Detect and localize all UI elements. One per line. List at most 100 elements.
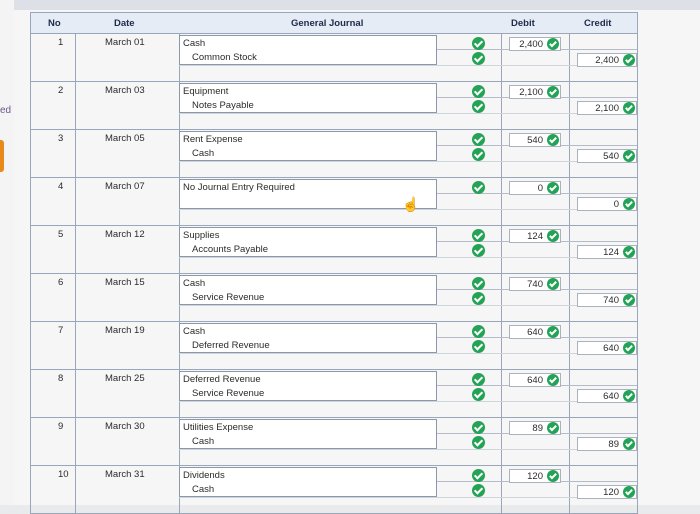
debit-input[interactable]: 2,100 (509, 85, 561, 99)
check-circle-icon (623, 198, 635, 210)
debit-input[interactable]: 89 (509, 421, 561, 435)
account-input[interactable]: Rent Expense Cash (179, 131, 437, 161)
credit-account: Cash (192, 484, 215, 495)
debit-account: Utilities Expense (183, 422, 254, 433)
entry-date: March 30 (105, 421, 145, 432)
debit-input[interactable]: 124 (509, 229, 561, 243)
account-checks (472, 469, 486, 499)
account-input[interactable]: No Journal Entry Required (179, 179, 437, 209)
debit-input[interactable]: 2,400 (509, 37, 561, 51)
table-row: 3 March 05 Rent Expense Cash 540 540 (30, 130, 638, 178)
account-input[interactable]: Equipment Notes Payable (179, 83, 437, 113)
entry-number: 3 (58, 133, 64, 144)
table-row: 1 March 01 Cash Common Stock 2,400 2,400 (30, 34, 638, 82)
debit-amount: 540 (527, 135, 543, 146)
journal-sheet: No Date General Journal Debit Credit 1 Ma… (14, 0, 700, 514)
check-circle-icon (623, 438, 635, 450)
account-input[interactable]: Utilities Expense Cash (179, 419, 437, 449)
check-circle-icon (547, 230, 559, 242)
table-header: No Date General Journal Debit Credit (30, 12, 638, 34)
account-input[interactable]: Deferred Revenue Service Revenue (179, 371, 437, 401)
check-circle-icon (623, 150, 635, 162)
sidebar-fragment-text: ed (0, 105, 12, 116)
check-circle-icon (472, 292, 485, 305)
check-circle-icon (623, 246, 635, 258)
account-input[interactable]: Cash Deferred Revenue (179, 323, 437, 353)
entry-date: March 07 (105, 181, 145, 192)
table-row: 4 March 07 No Journal Entry Required 0 0 (30, 178, 638, 226)
credit-input[interactable]: 120 (577, 485, 637, 499)
account-checks (472, 421, 486, 451)
header-credit: Credit (584, 18, 612, 29)
credit-amount: 124 (603, 247, 619, 258)
credit-input[interactable]: 0 (577, 197, 637, 211)
credit-amount: 2,400 (595, 55, 619, 66)
check-circle-icon (472, 229, 485, 242)
table-row: 9 March 30 Utilities Expense Cash 89 89 (30, 418, 638, 466)
check-circle-icon (547, 134, 559, 146)
entry-date: March 19 (105, 325, 145, 336)
debit-account: Cash (183, 278, 206, 289)
check-circle-icon (472, 148, 485, 161)
debit-input[interactable]: 640 (509, 325, 561, 339)
account-input[interactable]: Dividends Cash (179, 467, 437, 497)
check-circle-icon (547, 470, 559, 482)
entry-date: March 31 (105, 469, 145, 480)
entry-number: 2 (58, 85, 64, 96)
debit-amount: 2,100 (519, 87, 543, 98)
entry-number: 6 (58, 277, 64, 288)
credit-input[interactable]: 740 (577, 293, 637, 307)
debit-amount: 640 (527, 375, 543, 386)
check-circle-icon (547, 374, 559, 386)
table-row: 5 March 12 Supplies Accounts Payable 124 124 (30, 226, 638, 274)
debit-amount: 2,400 (519, 39, 543, 50)
debit-amount: 740 (527, 279, 543, 290)
debit-input[interactable]: 640 (509, 373, 561, 387)
debit-amount: 89 (532, 423, 543, 434)
left-sidebar-strip: ed (0, 0, 14, 505)
credit-input[interactable]: 2,100 (577, 101, 637, 115)
debit-account: No Journal Entry Required (183, 182, 295, 193)
credit-account: Deferred Revenue (192, 340, 270, 351)
check-circle-icon (547, 182, 559, 194)
debit-input[interactable]: 540 (509, 133, 561, 147)
credit-input[interactable]: 124 (577, 245, 637, 259)
debit-input[interactable]: 0 (509, 181, 561, 195)
credit-input[interactable]: 2,400 (577, 53, 637, 67)
credit-amount: 540 (603, 151, 619, 162)
entry-number: 1 (58, 37, 64, 48)
debit-input[interactable]: 740 (509, 277, 561, 291)
credit-account: Service Revenue (192, 292, 265, 303)
credit-input[interactable]: 540 (577, 149, 637, 163)
credit-input[interactable]: 640 (577, 389, 637, 403)
check-circle-icon (472, 277, 485, 290)
check-circle-icon (623, 294, 635, 306)
header-debit: Debit (511, 18, 535, 29)
credit-amount: 640 (603, 343, 619, 354)
check-circle-icon (623, 342, 635, 354)
debit-amount: 124 (527, 231, 543, 242)
check-circle-icon (547, 278, 559, 290)
account-input[interactable]: Cash Service Revenue (179, 275, 437, 305)
debit-account: Equipment (183, 86, 229, 97)
debit-account: Cash (183, 326, 206, 337)
credit-input[interactable]: 640 (577, 341, 637, 355)
account-input[interactable]: Cash Common Stock (179, 35, 437, 65)
account-checks (472, 181, 486, 196)
check-circle-icon (472, 181, 485, 194)
debit-amount: 120 (527, 471, 543, 482)
debit-input[interactable]: 120 (509, 469, 561, 483)
credit-amount: 2,100 (595, 103, 619, 114)
credit-input[interactable]: 89 (577, 437, 637, 451)
account-checks (472, 373, 486, 403)
entry-number: 7 (58, 325, 64, 336)
check-circle-icon (472, 484, 485, 497)
check-circle-icon (623, 102, 635, 114)
debit-account: Rent Expense (183, 134, 243, 145)
debit-account: Deferred Revenue (183, 374, 261, 385)
credit-amount: 640 (603, 391, 619, 402)
account-input[interactable]: Supplies Accounts Payable (179, 227, 437, 257)
check-circle-icon (472, 373, 485, 386)
entry-date: March 25 (105, 373, 145, 384)
credit-account: Accounts Payable (192, 244, 269, 255)
